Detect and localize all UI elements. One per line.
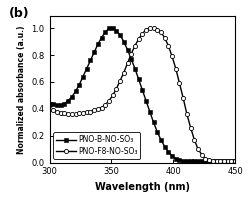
PNO-B-NO-SO₃ [182, 160, 185, 163]
PNO-F8-NO-SO₃ [212, 160, 214, 163]
PNO-B-NO-SO₃ [189, 160, 192, 163]
PNO-B-NO-SO₃ [108, 27, 110, 29]
PNO-B-NO-SO₃ [234, 160, 237, 163]
PNO-B-NO-SO₃ [230, 160, 233, 163]
PNO-B-NO-SO₃ [174, 157, 177, 160]
Y-axis label: Normalized absorbance (a.u.): Normalized absorbance (a.u.) [17, 25, 26, 154]
PNO-F8-NO-SO₃ [148, 27, 151, 29]
PNO-F8-NO-SO₃ [89, 110, 92, 113]
PNO-F8-NO-SO₃ [108, 100, 110, 102]
PNO-F8-NO-SO₃ [104, 104, 107, 106]
PNO-F8-NO-SO₃ [174, 67, 177, 70]
PNO-B-NO-SO₃ [48, 102, 51, 105]
Legend: PNO-B-NO-SO₃, PNO-F8-NO-SO₃: PNO-B-NO-SO₃, PNO-F8-NO-SO₃ [54, 132, 141, 159]
PNO-B-NO-SO₃ [104, 31, 107, 33]
PNO-B-NO-SO₃ [89, 59, 92, 62]
PNO-F8-NO-SO₃ [186, 113, 188, 115]
PNO-B-NO-SO₃ [111, 27, 114, 29]
PNO-F8-NO-SO₃ [48, 108, 51, 110]
Line: PNO-B-NO-SO₃: PNO-B-NO-SO₃ [48, 26, 237, 163]
X-axis label: Wavelength (nm): Wavelength (nm) [95, 182, 190, 192]
PNO-F8-NO-SO₃ [234, 160, 237, 163]
PNO-F8-NO-SO₃ [230, 160, 233, 163]
Text: (b): (b) [9, 7, 29, 20]
Line: PNO-F8-NO-SO₃: PNO-F8-NO-SO₃ [48, 26, 237, 163]
